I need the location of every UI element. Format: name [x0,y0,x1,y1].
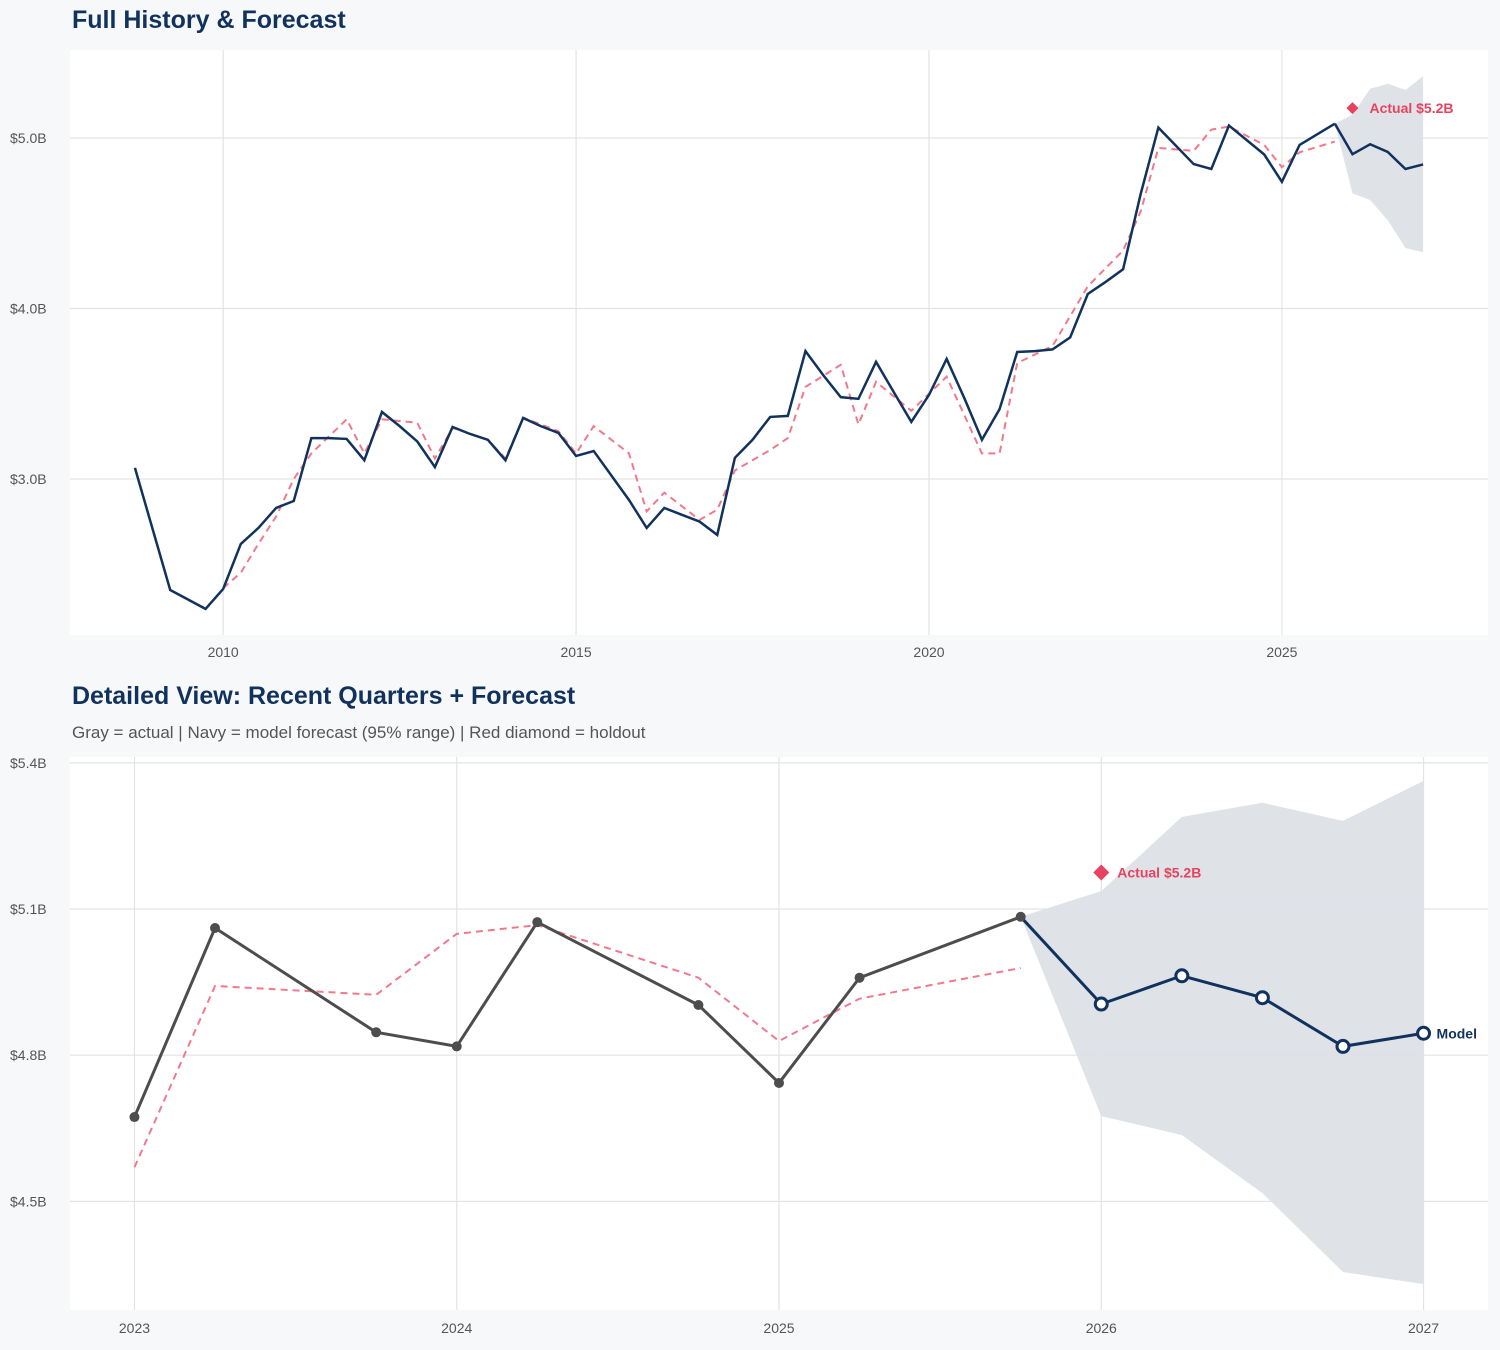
chart0-forecast-line [1333,123,1424,171]
chart0-x-tick-label: 2015 [560,644,591,660]
chart1-model-label: Model [1437,1025,1477,1041]
chart0-x-tick-label: 2025 [1266,644,1297,660]
chart0-y-tick-label: $3.0B [10,471,47,487]
chart1-forecast-point [1174,968,1190,984]
chart1-forecast-point [1093,996,1109,1012]
chart1-actual-point [693,999,704,1010]
chart0-y-tick-label: $5.0B [10,130,47,146]
chart1-y-tick-label: $5.1B [10,901,47,917]
chart0-fitted-line [222,125,1336,589]
chart0-plot-area [70,50,1488,635]
chart1-y-tick-label: $4.8B [10,1047,47,1063]
chart1-y-tick-label: $5.4B [10,755,47,771]
chart0-holdout-diamond [1346,102,1359,115]
chart1-x-tick-label: 2027 [1408,1320,1439,1336]
chart1-forecast-band [1020,780,1424,1285]
chart1-actual-point [854,972,865,983]
chart0-holdout-label: Actual $5.2B [1369,100,1453,116]
chart0-y-tick-label: $4.0B [10,300,47,316]
chart1-actual-point [1015,911,1026,922]
chart1-forecast-point [1416,1025,1432,1041]
chart0-x-tick-label: 2020 [913,644,944,660]
chart1-actual-point [532,917,543,928]
chart0-forecast-band [1334,76,1424,253]
chart1-forecast-line [1019,915,1424,1048]
chart1-x-tick-label: 2023 [119,1320,150,1336]
chart1-forecast-point [1335,1038,1351,1054]
chart1-actual-point [774,1077,784,1088]
chart0-x-tick-label: 2010 [208,644,239,660]
chart1-holdout-diamond [1093,864,1110,881]
chart1-y-tick-label: $4.5B [10,1193,47,1209]
chart1-x-tick-label: 2026 [1086,1320,1117,1336]
chart1-actual-point [210,923,221,934]
bottom-chart-subtitle: Gray = actual | Navy = model forecast (9… [72,723,646,742]
chart0-actual-line [133,122,1336,611]
chart1-forecast-point [1254,990,1270,1006]
chart1-holdout-label: Actual $5.2B [1117,864,1201,880]
bottom-chart-title: Detailed View: Recent Quarters + Forecas… [72,682,576,710]
chart1-actual-point [371,1027,382,1038]
chart1-actual-point [451,1041,462,1052]
chart1-x-tick-label: 2025 [763,1320,794,1336]
top-chart-title: Full History & Forecast [72,6,346,34]
chart1-actual-point [129,1112,140,1123]
chart1-x-tick-label: 2024 [441,1320,472,1336]
